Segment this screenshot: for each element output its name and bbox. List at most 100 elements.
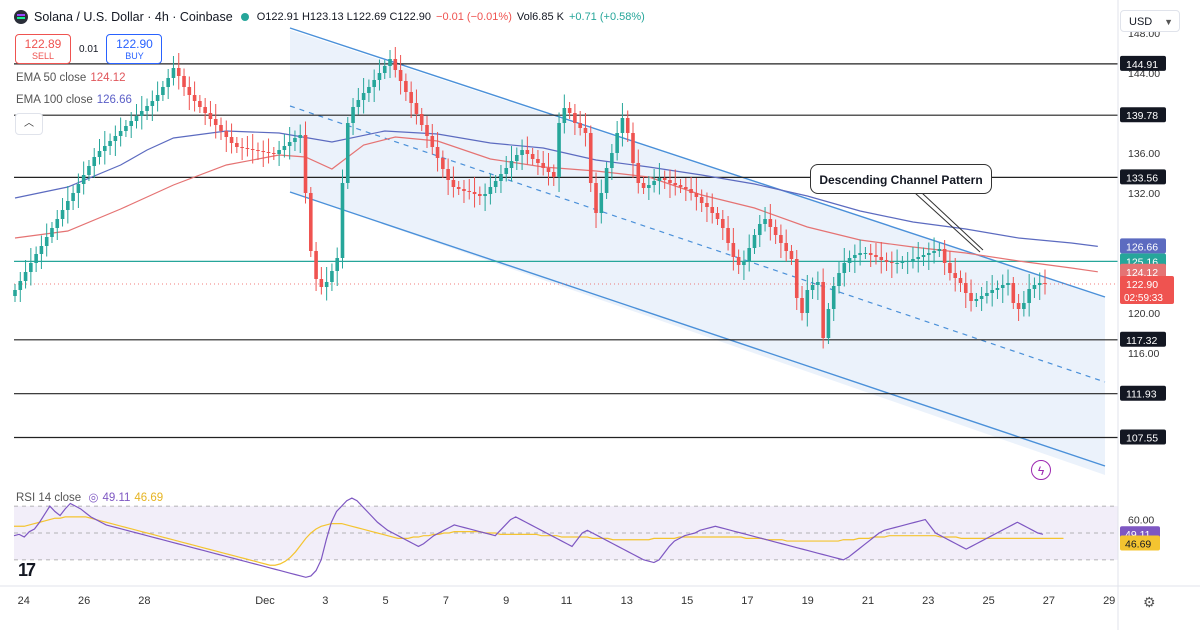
candle-body [509, 161, 514, 168]
annotation-pointer [914, 192, 984, 253]
countdown-label: 02:59:33 [1124, 293, 1163, 304]
candle-body [958, 278, 963, 283]
tradingview-logo-icon[interactable]: 17 [18, 560, 36, 580]
candle-body [314, 251, 318, 279]
level-price-label: 111.93 [1126, 389, 1157, 401]
candle-body [293, 138, 297, 142]
candle-body [705, 203, 709, 207]
candle-body [668, 180, 672, 183]
candle-body [261, 151, 266, 152]
candle-body [631, 133, 635, 163]
candle-body [1037, 283, 1042, 285]
rsi-icon: ◎ [88, 492, 99, 504]
time-tick-label: 21 [862, 595, 874, 607]
candle-body [514, 155, 519, 161]
candle-body [71, 193, 75, 201]
candle-body [932, 251, 936, 253]
candle-body [816, 282, 820, 285]
candle-body [44, 237, 49, 246]
candle-body [345, 123, 350, 183]
candle-body [779, 235, 783, 243]
pointer-line [921, 192, 984, 251]
candle-body [662, 178, 667, 180]
candle-body [979, 296, 984, 299]
candle-body [610, 153, 614, 168]
level-price-label: 107.55 [1126, 433, 1158, 445]
channel-fill [290, 30, 1105, 475]
candle-body [308, 193, 313, 251]
rsi-value-tag [1120, 535, 1160, 551]
candle-body [747, 248, 752, 261]
candle-body [794, 259, 799, 298]
candle-body [60, 210, 65, 219]
gear-icon[interactable]: ⚙ [1143, 594, 1156, 610]
candle-body [974, 299, 979, 301]
candle-body [963, 283, 968, 293]
candle-body [810, 285, 815, 290]
collapse-legend-button[interactable]: ︿ [15, 113, 43, 135]
candle-body [868, 253, 873, 255]
currency-label: USD [1129, 16, 1153, 28]
rsi-value-label: 46.69 [1125, 538, 1151, 550]
candle-body [969, 293, 973, 301]
channel-upper-line [289, 27, 1106, 298]
candle-body [23, 272, 28, 281]
candle-body [340, 183, 345, 258]
candle-body [520, 150, 524, 155]
level-price-tag [1120, 55, 1166, 71]
level-price-tag [1120, 107, 1166, 123]
candle-body [192, 95, 197, 101]
level-price-label: 139.78 [1126, 110, 1158, 122]
ema50-legend[interactable]: EMA 50 close 124.12 [16, 72, 126, 84]
candle-body [97, 151, 102, 157]
ema100-line [14, 130, 1098, 247]
candle-body [546, 168, 551, 172]
candle-body [842, 263, 847, 273]
ema100-legend[interactable]: EMA 100 close 126.66 [16, 94, 132, 106]
candle-body [182, 76, 186, 87]
time-tick-label: 26 [78, 595, 90, 607]
volume-change: +0.71 (+0.58%) [568, 11, 645, 23]
rsi-value: 49.11 [102, 492, 131, 504]
sell-button[interactable]: 122.89 SELL [15, 34, 71, 64]
candle-body [1022, 303, 1026, 309]
candle-body [55, 219, 60, 228]
candle-body [557, 123, 561, 177]
candle-body [124, 126, 128, 131]
trade-panel: 122.89 SELL 0.01 122.90 BUY [15, 34, 163, 64]
candle-body [441, 158, 445, 169]
candle-body [245, 148, 250, 149]
time-tick-label: 7 [443, 595, 449, 607]
price-tick-label: 136.00 [1128, 148, 1160, 160]
candle-body [155, 95, 160, 101]
candle-body [710, 207, 715, 213]
candle-body [530, 154, 535, 159]
time-tick-label: 9 [503, 595, 509, 607]
candle-body [229, 137, 234, 143]
rsi-legend[interactable]: RSI 14 close ◎ 49.11 46.69 [16, 490, 163, 504]
candle-body [1016, 303, 1021, 309]
candle-body [541, 163, 546, 168]
candle-body [985, 293, 989, 296]
candle-body [472, 192, 477, 194]
candle-body [594, 183, 598, 213]
candle-body [398, 70, 403, 81]
candle-body [483, 194, 487, 196]
candle-body [551, 172, 556, 177]
currency-select[interactable]: USD ▼ [1120, 10, 1180, 32]
rsi-line [13, 497, 1044, 578]
candle-body [895, 263, 899, 264]
candle-body [478, 194, 482, 196]
candle-body [726, 228, 730, 243]
flash-icon[interactable]: ϟ [1031, 460, 1051, 480]
buy-button[interactable]: 122.90 BUY [106, 34, 163, 64]
candle-body [287, 142, 292, 146]
candle-body [367, 87, 371, 93]
candle-body [995, 288, 1000, 290]
symbol-title[interactable]: Solana / U.S. Dollar · 4h · Coinbase [34, 10, 233, 24]
rsi-ma-value: 46.69 [134, 492, 164, 504]
candle-body [150, 101, 155, 106]
candle-body [837, 273, 841, 286]
